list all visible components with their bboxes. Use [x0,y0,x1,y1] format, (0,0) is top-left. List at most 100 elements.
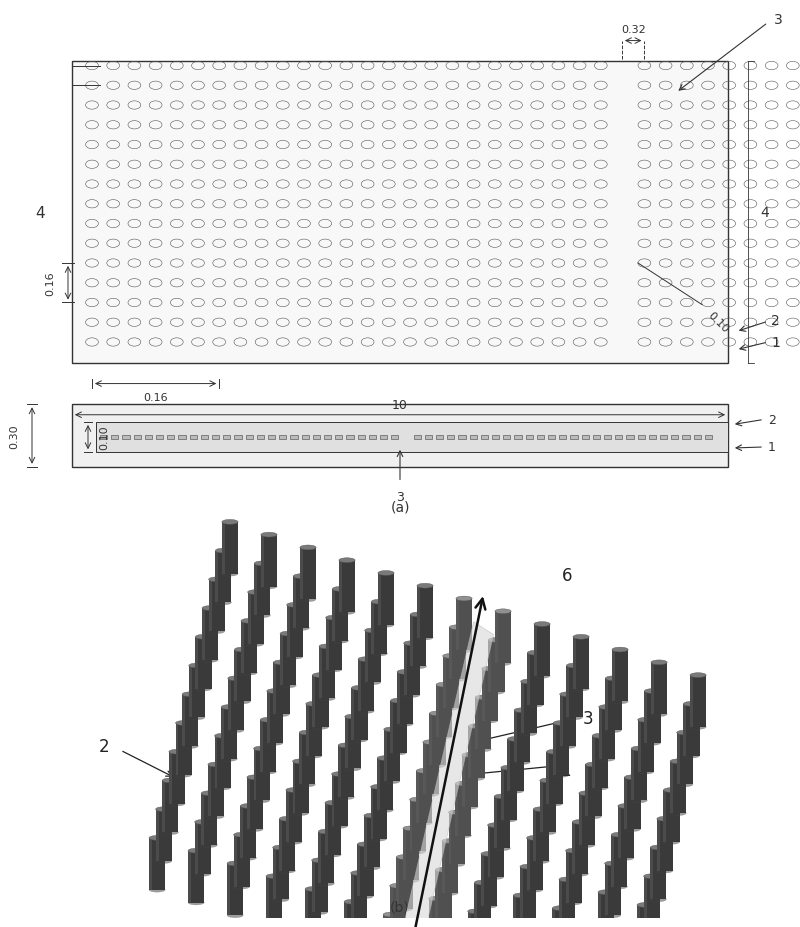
Ellipse shape [254,746,270,751]
Polygon shape [194,822,211,874]
Polygon shape [598,892,614,927]
Polygon shape [215,551,231,603]
Polygon shape [423,743,439,794]
Polygon shape [279,819,295,870]
Polygon shape [404,643,406,695]
Polygon shape [248,592,264,644]
Ellipse shape [397,670,414,675]
Ellipse shape [222,520,238,525]
Polygon shape [677,732,680,784]
Polygon shape [507,739,510,791]
Polygon shape [606,679,608,730]
Ellipse shape [566,848,582,853]
Polygon shape [401,622,494,927]
Ellipse shape [579,791,595,795]
Polygon shape [611,835,627,886]
Ellipse shape [435,920,451,924]
Ellipse shape [149,835,166,841]
Polygon shape [611,835,614,886]
Polygon shape [390,886,406,927]
Polygon shape [280,634,296,686]
Polygon shape [162,781,165,832]
Polygon shape [397,672,400,724]
Text: 0.10: 0.10 [99,425,109,450]
Polygon shape [202,608,205,660]
Bar [470,436,477,440]
Polygon shape [449,812,465,864]
Polygon shape [188,851,204,903]
Bar [167,436,174,440]
Polygon shape [403,829,419,881]
Text: 1: 1 [561,761,571,780]
Ellipse shape [514,708,530,713]
Ellipse shape [240,804,257,808]
Ellipse shape [189,664,205,668]
Ellipse shape [221,756,238,761]
Ellipse shape [325,801,341,806]
Ellipse shape [344,899,360,904]
Polygon shape [286,605,303,657]
Bar [593,436,600,440]
Ellipse shape [455,833,471,838]
Text: 1: 1 [768,441,776,454]
Polygon shape [605,864,621,915]
Ellipse shape [377,807,394,812]
Ellipse shape [410,797,426,802]
Polygon shape [442,656,459,708]
Ellipse shape [631,746,647,751]
Polygon shape [383,915,399,927]
Polygon shape [416,771,419,823]
Ellipse shape [644,874,660,879]
Ellipse shape [306,702,322,706]
Ellipse shape [326,616,342,620]
Polygon shape [514,895,516,927]
Polygon shape [559,880,562,927]
Ellipse shape [487,875,504,880]
Ellipse shape [520,916,536,921]
Polygon shape [332,590,349,641]
Ellipse shape [384,779,400,784]
Bar [290,436,298,440]
Ellipse shape [358,842,374,846]
Polygon shape [214,736,230,788]
Polygon shape [358,844,374,896]
Ellipse shape [222,572,238,577]
Polygon shape [390,701,394,753]
Polygon shape [358,844,360,896]
Ellipse shape [390,750,406,756]
Polygon shape [274,663,276,715]
Polygon shape [501,768,517,819]
Polygon shape [162,781,178,832]
Polygon shape [156,809,158,861]
Ellipse shape [254,613,270,618]
Polygon shape [339,561,342,613]
Polygon shape [169,752,185,804]
Ellipse shape [209,629,225,634]
Ellipse shape [228,728,244,732]
Ellipse shape [331,824,348,829]
Polygon shape [436,685,439,737]
Ellipse shape [638,769,654,774]
Ellipse shape [188,900,204,905]
Polygon shape [345,717,361,768]
Polygon shape [637,905,653,927]
Polygon shape [338,745,341,797]
Polygon shape [450,628,466,679]
Bar [660,436,667,440]
Polygon shape [579,794,595,845]
Polygon shape [247,778,263,830]
Polygon shape [209,579,225,631]
Ellipse shape [156,806,172,812]
Text: 4: 4 [35,206,45,221]
Polygon shape [383,915,386,927]
Polygon shape [683,705,686,756]
Bar [234,436,242,440]
Polygon shape [279,819,282,870]
Ellipse shape [377,756,394,761]
Ellipse shape [605,861,621,866]
Polygon shape [227,864,230,915]
Ellipse shape [572,871,589,876]
Ellipse shape [313,725,329,730]
Polygon shape [560,694,576,746]
Polygon shape [514,710,530,762]
